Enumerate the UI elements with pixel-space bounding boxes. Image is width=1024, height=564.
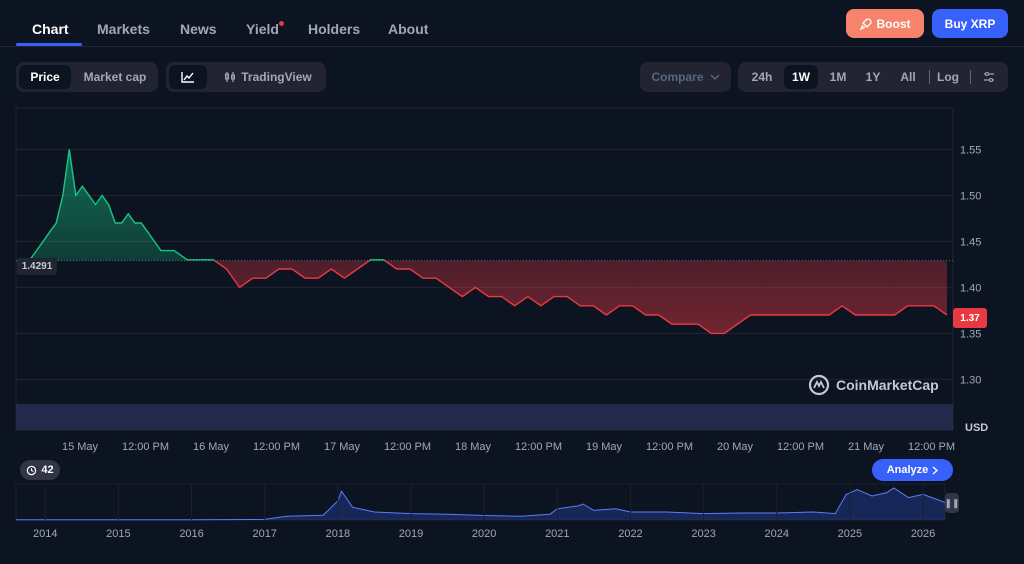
overview-year-label: 2026: [911, 528, 935, 540]
active-tab-indicator: [16, 43, 82, 46]
range-1w[interactable]: 1W: [784, 65, 818, 89]
y-tick-label: 1.50: [960, 190, 981, 202]
chevron-right-icon: [932, 465, 939, 475]
buy-xrp-button[interactable]: Buy XRP: [932, 9, 1008, 38]
toolbar-divider: [929, 70, 930, 84]
toolbar-divider: [970, 70, 971, 84]
overview-year-label: 2017: [252, 528, 276, 540]
price-line-up: [29, 149, 387, 261]
x-tick-label: 12:00 PM: [384, 441, 431, 453]
up-area-fill: [30, 149, 385, 261]
rocket-icon: [859, 17, 872, 30]
overview-year-label: 2016: [179, 528, 203, 540]
chart-style-toggle: TradingView: [166, 62, 326, 92]
overview-year-label: 2020: [472, 528, 496, 540]
current-price-label: 1.37: [953, 308, 987, 328]
overview-year-label: 2023: [691, 528, 715, 540]
line-chart-icon: [181, 72, 194, 83]
overview-year-label: 2015: [106, 528, 130, 540]
x-tick-label: 16 May: [193, 441, 230, 453]
coinmarketcap-logo-icon: [808, 374, 830, 396]
y-tick-label: 1.55: [960, 144, 981, 156]
x-tick-label: 21 May: [848, 441, 885, 453]
tab-about[interactable]: About: [388, 21, 429, 37]
overview-area: [16, 488, 945, 520]
log-scale-toggle[interactable]: Log: [937, 70, 959, 84]
y-tick-label: 1.35: [960, 328, 981, 340]
boost-button[interactable]: Boost: [846, 9, 924, 38]
chart-settings-button[interactable]: [976, 65, 1002, 89]
new-indicator-dot: [279, 21, 284, 26]
tab-yield[interactable]: Yield: [246, 21, 279, 37]
price-marketcap-toggle: Price Market cap: [16, 62, 158, 92]
range-1y[interactable]: 1Y: [865, 70, 881, 84]
range-all[interactable]: All: [900, 70, 916, 84]
x-tick-label: 12:00 PM: [646, 441, 693, 453]
overview-year-label: 2019: [399, 528, 423, 540]
down-area-fill: [30, 260, 947, 334]
y-tick-label: 1.45: [960, 236, 981, 248]
overview-year-label: 2025: [838, 528, 862, 540]
tab-news[interactable]: News: [180, 21, 217, 37]
currency-label: USD: [965, 422, 989, 434]
open-price-label: 1.4291: [17, 258, 57, 275]
analyze-button[interactable]: Analyze: [872, 459, 953, 481]
history-icon: [27, 465, 37, 475]
range-handle[interactable]: ❚❚: [944, 493, 960, 513]
compare-label: Compare: [651, 70, 704, 84]
x-tick-label: 12:00 PM: [253, 441, 300, 453]
x-tick-label: 18 May: [455, 441, 492, 453]
candles-icon: [225, 72, 236, 82]
x-tick-label: 12:00 PM: [908, 441, 955, 453]
overview-year-label: 2018: [326, 528, 350, 540]
price-line-down: [213, 260, 948, 335]
y-tick-label: 1.30: [960, 374, 981, 386]
range-24h[interactable]: 24h: [751, 70, 773, 84]
x-tick-label: 12:00 PM: [777, 441, 824, 453]
line-chart-button[interactable]: [169, 65, 207, 89]
history-badge[interactable]: 42: [20, 460, 60, 480]
y-tick-label: 1.40: [960, 282, 981, 294]
coinmarketcap-watermark: CoinMarketCap: [808, 374, 939, 396]
overview-year-label: 2014: [33, 528, 57, 540]
overview-line: [16, 487, 946, 521]
range-1m[interactable]: 1M: [829, 70, 847, 84]
x-tick-label: 17 May: [324, 441, 361, 453]
overview-year-label: 2021: [545, 528, 569, 540]
pause-handle-icon: ❚❚: [944, 497, 960, 508]
analyze-label: Analyze: [886, 464, 929, 476]
x-tick-label: 19 May: [586, 441, 623, 453]
x-tick-label: 12:00 PM: [122, 441, 169, 453]
tab-chart[interactable]: Chart: [32, 21, 69, 37]
x-tick-label: 15 May: [62, 441, 99, 453]
x-tick-label: 20 May: [717, 441, 754, 453]
x-tick-label: 12:00 PM: [515, 441, 562, 453]
price-toggle[interactable]: Price: [19, 65, 71, 89]
range-selector: 24h 1W 1M 1Y All Log: [738, 62, 1008, 92]
settings-sliders-icon: [984, 72, 994, 82]
watermark-text: CoinMarketCap: [836, 377, 939, 393]
boost-label: Boost: [876, 16, 911, 31]
compare-dropdown[interactable]: Compare: [640, 62, 731, 92]
tradingview-button[interactable]: TradingView: [216, 65, 320, 89]
volume-band: [16, 404, 953, 430]
tab-markets[interactable]: Markets: [97, 21, 150, 37]
overview-year-label: 2022: [618, 528, 642, 540]
tradingview-label: TradingView: [241, 70, 312, 84]
history-count: 42: [41, 464, 54, 476]
marketcap-toggle[interactable]: Market cap: [83, 70, 147, 84]
overview-year-label: 2024: [765, 528, 789, 540]
tab-holders[interactable]: Holders: [308, 21, 361, 37]
top-navigation: Chart Markets News Yield Holders About B…: [0, 0, 1024, 47]
chevron-down-icon: [710, 74, 719, 80]
